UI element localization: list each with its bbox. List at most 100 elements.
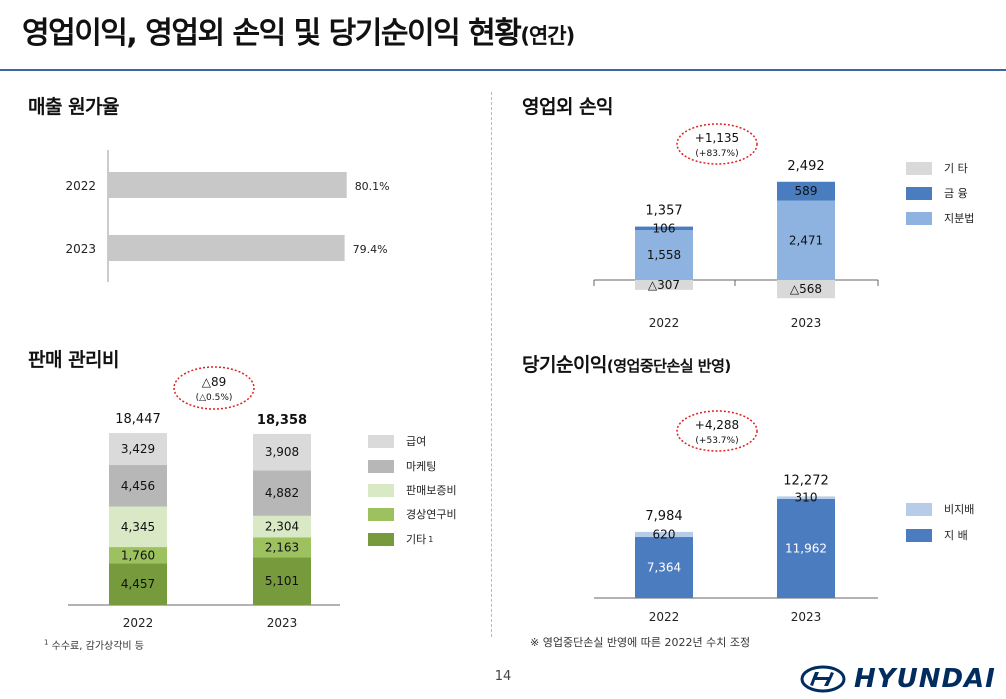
legend-item-salary: 급여 [368, 433, 426, 449]
legend-label: 지분법 [944, 212, 975, 225]
change-value: △89 [202, 375, 227, 389]
data-label: 79.4% [353, 243, 388, 256]
change-percent: (+83.7%) [695, 149, 738, 159]
legend-label: 급여 [406, 435, 427, 448]
nonop-title: 영업외 손익 [522, 96, 614, 118]
total-label: 1,357 [645, 204, 682, 219]
legend-swatch [368, 434, 394, 448]
segment-경상연구비 [253, 537, 311, 558]
category-label: 2022 [65, 179, 96, 193]
data-label: 4,345 [121, 520, 155, 534]
page-number: 14 [494, 669, 512, 684]
segment-지분법 [777, 200, 835, 280]
data-label: 1,760 [121, 548, 155, 562]
data-label: 3,429 [121, 442, 155, 456]
footnote-marker: 1 [44, 638, 49, 647]
netincome-title-suffix: (영업중단손실 반영) [606, 357, 731, 375]
segment-경상연구비 [109, 547, 167, 564]
segment-마케팅 [253, 470, 311, 516]
legend-item-marketing: 마케팅 [368, 458, 436, 474]
legend-item-other: 기타 1 [368, 531, 433, 547]
title-rule [0, 69, 1006, 71]
netincome-title-main: 당기순이익 [522, 354, 607, 376]
bar-2022 [108, 172, 347, 198]
footnote-text: 수수료, 감가상각비 등 [51, 641, 144, 652]
data-label: 310 [795, 491, 818, 505]
cost-ratio-chart: 2022 80.1% 2023 79.4% [65, 150, 390, 282]
change-value: +4,288 [695, 418, 739, 432]
category-label: 2022 [649, 610, 680, 624]
section-divider [491, 92, 492, 637]
sga-title: 판매 관리비 [28, 349, 120, 371]
netincome-footnote: ※ 영업중단손실 반영에 따른 2022년 수치 조정 [530, 636, 751, 649]
legend-label: 마케팅 [406, 460, 437, 473]
legend-swatch [906, 211, 932, 225]
segment-지분법 [635, 229, 693, 280]
hyundai-emblem-icon [800, 665, 846, 693]
data-label: 80.1% [355, 180, 390, 193]
data-label: △568 [790, 282, 822, 296]
segment-판매보증비 [109, 506, 167, 548]
total-label: 2,492 [787, 159, 824, 174]
category-label: 2023 [791, 610, 822, 624]
legend-item-noncontrolling: 비지배 [906, 501, 974, 517]
data-label: 4,882 [265, 486, 299, 500]
total-label: 18,358 [257, 413, 307, 428]
segment-기타 [109, 563, 167, 605]
data-label: △307 [648, 278, 680, 292]
hyundai-logo: HYUNDAI [800, 664, 996, 694]
change-percent: (+53.7%) [695, 436, 738, 446]
segment-기타 [253, 557, 311, 605]
legend-swatch [368, 483, 394, 497]
segment-급여 [109, 433, 167, 466]
data-label: 5,101 [265, 574, 299, 588]
segment-지배 [777, 498, 835, 598]
legend-item-warranty: 판매보증비 [368, 482, 457, 498]
legend-label: 경상연구비 [406, 508, 457, 521]
segment-급여 [253, 433, 311, 471]
legend-label: 금 융 [944, 187, 968, 200]
segment-금융 [777, 181, 835, 201]
netincome-chart: 7,364 620 7,984 2022 11,962 310 12,272 2023 +4,2… [594, 410, 878, 624]
change-percent: (△0.5%) [196, 393, 233, 403]
change-highlight [676, 123, 758, 165]
data-label: 4,456 [121, 479, 155, 493]
cost-ratio-title: 매출 원가율 [28, 96, 120, 118]
legend-label: 비지배 [944, 503, 975, 516]
data-label: 2,163 [265, 540, 299, 554]
change-value: +1,135 [695, 131, 739, 145]
bar-2023 [108, 235, 345, 261]
change-highlight [173, 366, 255, 410]
segment-비지배 [777, 496, 835, 499]
data-label: 4,457 [121, 577, 155, 591]
segment-판매보증비 [253, 515, 311, 538]
netincome-title: 당기순이익(영업중단손실 반영) [522, 350, 731, 377]
change-highlight [676, 410, 758, 452]
legend-swatch [368, 532, 394, 546]
segment-금융 [635, 226, 693, 230]
category-label: 2023 [791, 316, 822, 330]
data-label: 1,558 [647, 248, 681, 262]
legend-swatch [906, 528, 932, 542]
legend-label: 기타 [406, 533, 427, 546]
category-label: 2022 [123, 616, 154, 630]
category-label: 2023 [65, 242, 96, 256]
category-label: 2023 [267, 616, 298, 630]
segment-기타 [777, 280, 835, 299]
sga-chart: 4,457 1,760 4,345 4,456 3,429 18,447 2022 5,101… [68, 366, 340, 630]
legend-swatch [906, 186, 932, 200]
legend-item-finance: 금 융 [906, 185, 968, 201]
sga-footnote: 1 수수료, 감가상각비 등 [44, 637, 144, 652]
data-label: 2,471 [789, 233, 823, 247]
legend-label: 기 타 [944, 162, 968, 175]
data-label: 2,304 [265, 520, 299, 534]
legend-label: 판매보증비 [406, 484, 457, 497]
segment-지배 [635, 537, 693, 598]
data-label: 7,364 [647, 561, 681, 575]
data-label: 3,908 [265, 445, 299, 459]
legend-swatch [368, 507, 394, 521]
legend-swatch [906, 161, 932, 175]
legend-swatch [368, 459, 394, 473]
logo-text: HYUNDAI [854, 664, 996, 694]
segment-기타 [635, 280, 693, 290]
